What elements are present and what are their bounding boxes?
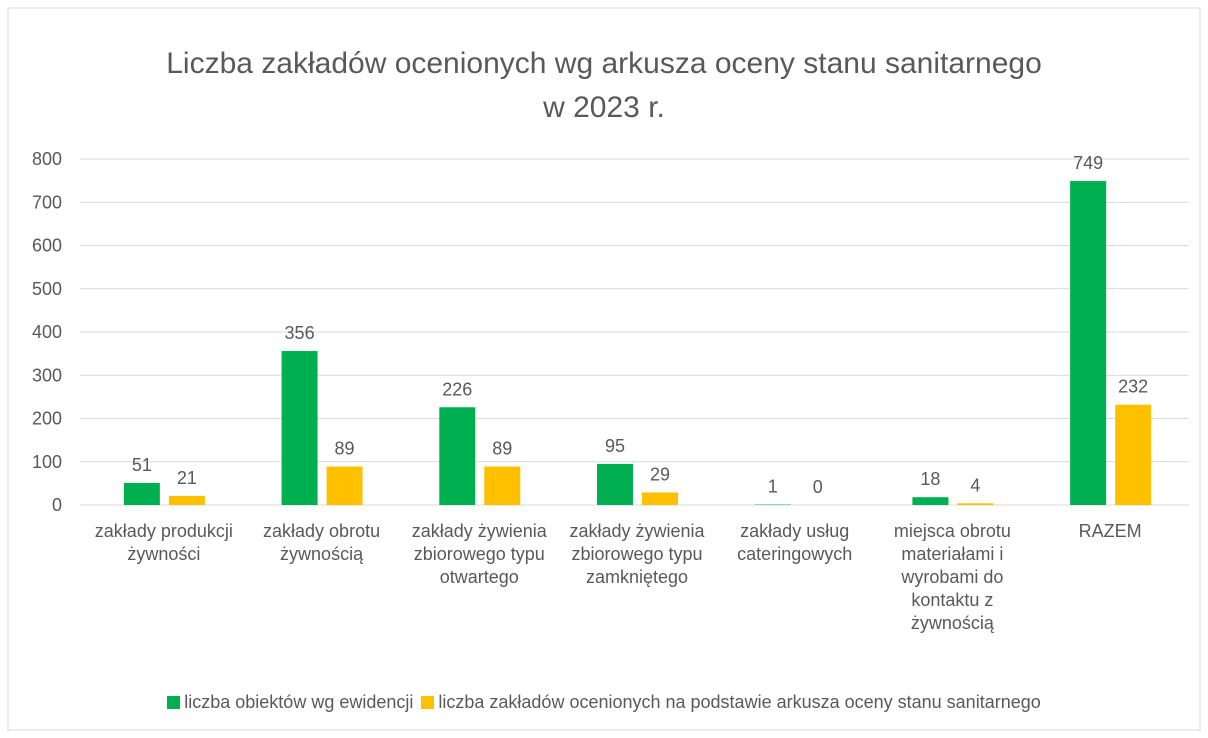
data-label: 21 (177, 468, 197, 488)
y-tick-label: 300 (32, 365, 62, 385)
bar (439, 407, 476, 505)
x-tick-label: zakłady usług cateringowych (737, 521, 855, 564)
bar (123, 482, 160, 505)
data-label: 226 (442, 379, 472, 399)
bar (957, 503, 994, 505)
data-label: 89 (492, 439, 512, 459)
data-label: 18 (920, 469, 940, 489)
data-label: 749 (1073, 153, 1103, 173)
data-label: 232 (1118, 377, 1148, 397)
x-tick-label: zakłady żywienia zbiorowego typu otwarte… (411, 521, 555, 587)
y-tick-label: 200 (32, 409, 62, 429)
data-label: 356 (285, 323, 315, 343)
bar (1070, 181, 1107, 505)
data-label: 29 (650, 464, 670, 484)
bar (281, 351, 318, 505)
legend-item: liczba obiektów wg ewidencji (167, 692, 413, 713)
x-tick-label: zakłady żywienia zbiorowego typu zamknię… (569, 521, 710, 587)
x-tick-label: miejsca obrotu materiałami i wyrobami do… (893, 521, 1016, 633)
bar (1115, 404, 1152, 505)
chart-title: Liczba zakładów ocenionych wg arkusza oc… (166, 47, 1059, 124)
legend-item: liczba zakładów ocenionych na podstawie … (421, 692, 1041, 713)
chart-border (7, 7, 1201, 731)
y-tick-label: 400 (32, 322, 62, 342)
bar (484, 466, 521, 505)
legend: liczba obiektów wg ewidencji liczba zakła… (0, 692, 1208, 713)
x-tick-label: RAZEM (1078, 521, 1142, 541)
bar (912, 497, 949, 505)
x-tick-label: zakłady obrotu żywnością (263, 521, 386, 564)
legend-label: liczba obiektów wg ewidencji (184, 692, 414, 712)
legend-label: liczba zakładów ocenionych na podstawie … (438, 692, 1041, 712)
y-tick-label: 100 (32, 452, 62, 472)
y-tick-label: 800 (32, 149, 62, 169)
y-tick-label: 500 (32, 279, 62, 299)
legend-swatch (421, 696, 435, 709)
bar (326, 466, 363, 505)
data-label: 51 (132, 455, 152, 475)
y-tick-label: 700 (32, 192, 62, 212)
data-label: 89 (335, 439, 355, 459)
bar (597, 463, 633, 505)
y-tick-label: 600 (32, 236, 62, 256)
data-label: 1 (768, 477, 778, 497)
legend-swatch (167, 696, 181, 709)
x-tick-label: zakłady produkcji żywności (94, 521, 238, 564)
y-tick-label: 0 (52, 495, 62, 515)
data-label: 0 (813, 477, 823, 497)
bar (168, 495, 205, 505)
data-label: 4 (970, 475, 980, 495)
bar (642, 492, 678, 505)
data-label: 95 (605, 436, 625, 456)
